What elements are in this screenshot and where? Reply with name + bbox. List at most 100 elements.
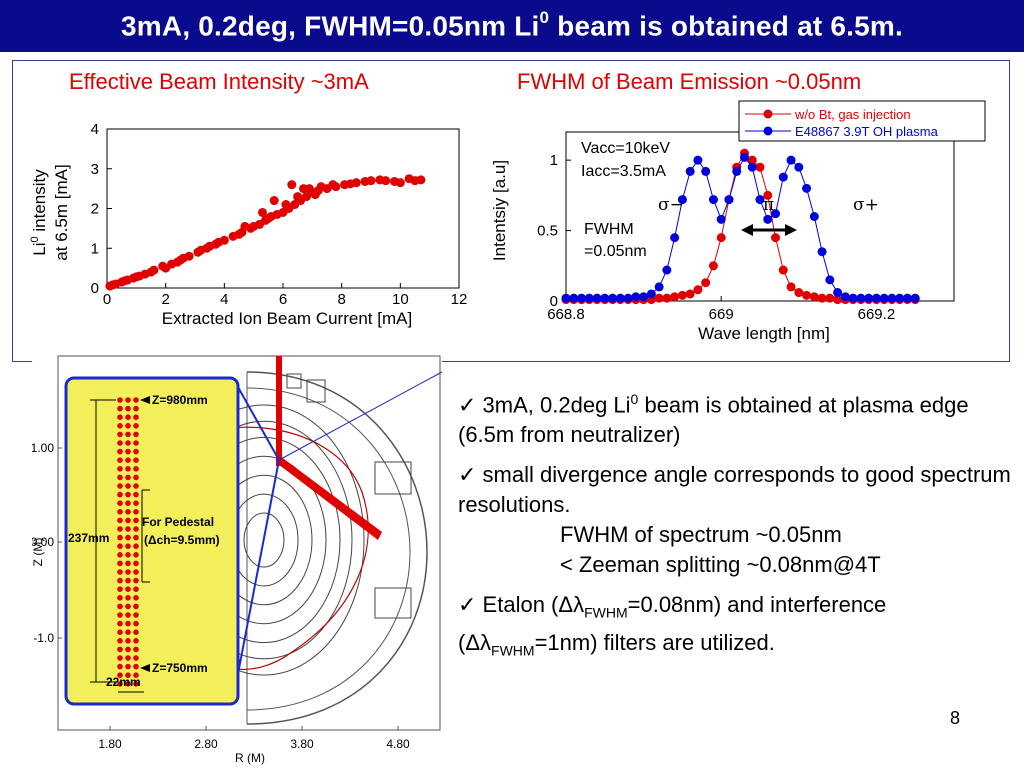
annotation-sigma-plus: σ+ [853,195,879,215]
channel-dot [125,552,131,558]
chart1-point [161,263,171,273]
chart2-point [864,293,874,303]
chart2-point [786,282,796,292]
chart2-point [608,293,618,303]
annotation-fwhm-2: =0.05nm [584,243,647,260]
label-pedestal-2: (Δch=9.5mm) [144,533,220,547]
chart2-point [708,261,718,271]
arrow-bottom [140,664,150,672]
chart2-point [809,292,819,302]
z-tick-label: 0.00 [32,535,54,549]
channel-dot [133,500,139,506]
channel-dot [117,474,123,481]
chart2-point [755,195,765,205]
channel-dot [117,440,123,446]
channel-dot [125,500,131,506]
channel-dot [133,474,139,481]
chart1-title: Effective Beam Intensity ~3mA [69,69,369,94]
chart2-point [771,233,781,243]
chart1-xtick-label: 12 [451,291,468,308]
channel-dot [133,517,139,524]
chart2-xtick-label: 669 [709,306,734,323]
sightline-out [278,371,442,461]
fwhm-arrow-left-head [741,224,753,236]
arrow-top [140,396,150,404]
chart2-point [670,292,680,302]
chart2-point [677,195,687,205]
channel-dot [125,491,131,498]
legend-marker [763,126,773,136]
channel-dot [117,638,123,644]
channel-dot [117,457,123,463]
chart2-point [747,155,757,165]
z-tick-label: 1.00 [32,441,54,455]
chart2-point [685,289,695,299]
chart1-point [389,176,399,186]
channel-dot [125,646,131,653]
channel-dot [117,560,123,567]
channel-dot [125,534,131,541]
channel-dot [133,414,139,420]
channel-dot [125,474,131,481]
chart1-point [213,237,223,247]
chart2-point [693,285,703,295]
channel-dot [133,466,139,472]
channel-dot [117,569,123,575]
chart1-xtick-label: 4 [220,291,228,308]
channel-dot [117,534,123,541]
label-z-750: Z=750mm [152,661,208,675]
channel-dot [125,595,131,601]
channel-dot [117,663,123,670]
chart2-point [833,288,843,298]
channel-dot [133,457,139,463]
chart1-point [240,221,250,231]
chart1-point [108,280,118,290]
chart1-xtick-label: 0 [103,291,111,308]
chart2-point [577,293,587,303]
r-axis-label: R (M) [235,751,265,765]
channel-dot [125,448,131,455]
channel-dot [125,629,131,635]
channel-dot [117,612,123,618]
chart2-point [623,293,633,303]
chart1-point [293,192,303,202]
annotation-iacc: Iacc=3.5mA [581,163,666,180]
chart1-point [172,257,182,267]
chart1-xtick-label: 10 [392,291,409,308]
legend-label: E48867 3.9T OH plasma [795,124,939,139]
chart1-point [404,174,414,184]
channel-dot [125,405,131,412]
channel-dot [133,629,139,635]
chart1-xlabel: Extracted Ion Beam Current [mA] [162,309,412,328]
channel-dot [125,603,131,610]
chart1-point [360,176,370,186]
chart1-point [281,200,291,210]
channel-dot [125,543,131,549]
chart2-point [902,293,912,303]
r-tick-label: 3.80 [290,737,314,751]
chart2-point [833,295,843,305]
channel-dot [117,405,123,412]
chart1-point [316,182,326,192]
chart1-point [205,241,215,251]
chart1-xtick-label: 8 [337,291,345,308]
channel-dot [133,440,139,446]
chart1-point [269,196,279,206]
channel-dot [117,431,123,438]
bullet-2-line-2: < Zeeman splitting ~0.08nm@4T [560,552,881,578]
bullet-list: ✓ 3mA, 0.2deg Li0 beam is obtained at pl… [458,384,1018,675]
chart2-point [592,293,602,303]
chart1-point [375,175,385,185]
flux-surface [243,512,285,568]
r-tick-label: 1.80 [98,737,122,751]
chart1-point [249,221,259,231]
channel-dot [125,509,131,515]
channel-dot [133,655,139,661]
chart2-point [879,293,889,303]
title-bar: 3mA, 0.2deg, FWHM=0.05nm Li0 beam is obt… [0,0,1024,52]
legend-box [738,100,986,142]
chart2-point [802,183,812,193]
bullet-1: ✓ 3mA, 0.2deg Li0 beam is obtained at pl… [458,391,969,448]
annotation-vacc: Vacc=10keV [581,140,670,157]
chart2-point [646,289,656,299]
